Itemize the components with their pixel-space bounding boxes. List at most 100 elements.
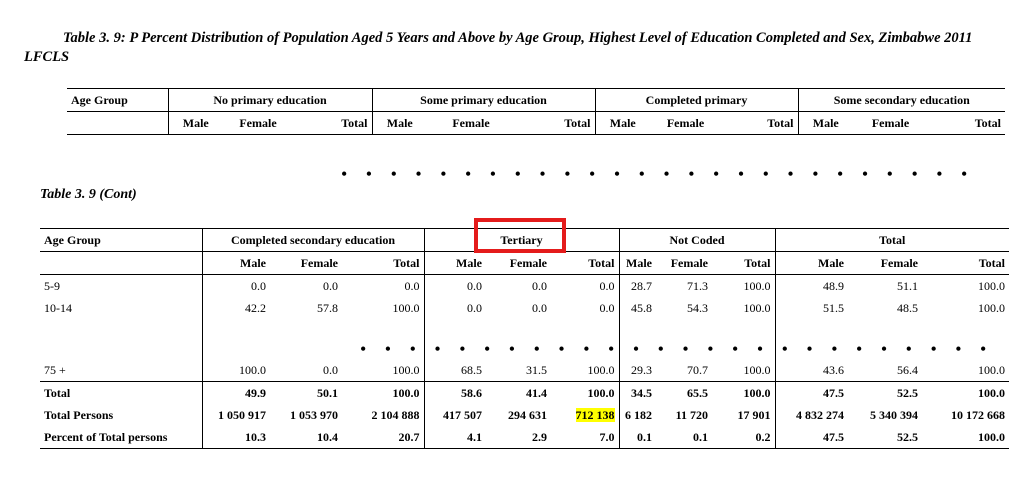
table-cell: 71.3: [687, 278, 708, 293]
table-cell: 49.9: [245, 385, 266, 400]
table-cell: 100.0: [978, 362, 1005, 377]
table-row: 75 + 100.0 0.0 100.0 68.5 31.5 100.0 29.3 70.7 10…: [40, 359, 1009, 382]
table-cell: 100.0: [342, 297, 425, 319]
table-cell: 17 901: [712, 404, 776, 426]
table1-sub-header: Female: [239, 115, 277, 130]
table2-sub-header: Total: [342, 251, 425, 275]
table2-sub-header: Male: [456, 255, 482, 270]
table-cell: 0.0: [532, 300, 547, 315]
table-cell: 100.0: [978, 429, 1005, 444]
table-cell: 29.3: [631, 362, 652, 377]
table-cell: 100.0: [239, 362, 266, 377]
table-cell: 100.0: [978, 278, 1005, 293]
table-continuation-title: Table 3. 9 (Cont): [40, 187, 137, 202]
table-cell: 7.0: [551, 426, 620, 449]
table-cell: 0.0: [532, 278, 547, 293]
table-cell: 10 172 668: [951, 407, 1005, 422]
row-label: Total: [40, 381, 203, 404]
table2-group-header: Completed secondary education: [202, 228, 425, 252]
ellipsis-dots-1: • • • • • • • • • • • • • • • • • • • • …: [341, 164, 975, 184]
table2-sub-header: Female: [670, 255, 708, 270]
table2-group-header: Not Coded: [619, 228, 776, 252]
table-cell: 100.0: [551, 359, 620, 382]
table-cell: 43.6: [823, 362, 844, 377]
table-cell: 20.7: [342, 426, 425, 449]
table-cell: 0.1: [693, 429, 708, 444]
table-cell: 28.7: [631, 278, 652, 293]
table-cell: 50.1: [317, 385, 338, 400]
table-cell: 48.9: [823, 278, 844, 293]
table2-sub-header: Male: [240, 255, 266, 270]
table-row: Total Persons 1 050 917 1 053 970 2 104 888…: [40, 404, 1009, 426]
table2-sub-header: Female: [300, 255, 338, 270]
row-label: 10-14: [40, 297, 203, 319]
table-cell: 52.5: [897, 385, 918, 400]
table1-age-group-header: Age Group: [67, 88, 169, 112]
table-cell: 294 631: [508, 407, 547, 422]
highlighted-value: 712 138: [575, 407, 615, 422]
table2-group-header-tertiary: Tertiary: [424, 228, 620, 252]
table-cell: 56.4: [897, 362, 918, 377]
table-cell: 51.5: [823, 300, 844, 315]
table2-sub-header: Male: [626, 255, 652, 270]
table-cell: 31.5: [526, 362, 547, 377]
table-cell: 11 720: [675, 407, 708, 422]
tertiary-annotation-box: [474, 218, 566, 253]
table-cell: 5 340 394: [870, 407, 918, 422]
table-cell: 0.0: [323, 278, 338, 293]
table2-sub-header: Female: [880, 255, 918, 270]
table1-group-header: Some secondary education: [833, 92, 970, 107]
table1-sub-header: Male: [182, 115, 209, 130]
row-label: 5-9: [40, 274, 203, 297]
table1-sub-header: Total: [293, 111, 373, 135]
table2-sub-header: Total: [712, 251, 776, 275]
table2-sub-header: Male: [818, 255, 844, 270]
row-label: Total Persons: [40, 404, 203, 426]
table1-group-header: No primary education: [168, 88, 373, 112]
row-label: 75 +: [40, 359, 203, 382]
table1-sub-header: Male: [812, 115, 839, 130]
table-cell: 47.5: [823, 385, 844, 400]
table-cell: 65.5: [687, 385, 708, 400]
table1-clip: Age Group No primary education Some prim…: [67, 88, 1005, 142]
table-cell: 10.4: [317, 429, 338, 444]
ellipsis-dots-2: • • • • • • • • • • • • • • • • • • • • …: [360, 339, 994, 359]
table-cell: 100.0: [712, 359, 776, 382]
table-cell: 100.0: [712, 297, 776, 319]
table-cell: 0.0: [342, 274, 425, 297]
table-cell: 10.3: [245, 429, 266, 444]
table-cell: 70.7: [687, 362, 708, 377]
table-cell: 0.0: [551, 297, 620, 319]
table-cell: 1 050 917: [218, 407, 266, 422]
table-cell: 100.0: [342, 381, 425, 404]
table-cell: 100.0: [551, 381, 620, 404]
table1-sub-header: Total: [515, 111, 596, 135]
table-cell: 100.0: [342, 359, 425, 382]
table-cell: 0.0: [467, 278, 482, 293]
table-cell: 6 182: [625, 407, 652, 422]
table1-sub-header: Male: [386, 115, 413, 130]
row-label: Percent of Total persons: [40, 426, 203, 449]
table1-sub-header: Total: [974, 115, 1001, 130]
table2-age-group-header: Age Group: [40, 228, 203, 252]
table-row: 10-14 42.2 57.8 100.0 0.0 0.0 0.0 45.8 54.3 100.0…: [40, 297, 1009, 319]
table-cell: 2.9: [532, 429, 547, 444]
table2-sub-header: Female: [509, 255, 547, 270]
table-cell: 54.3: [687, 300, 708, 315]
table-cell: 45.8: [631, 300, 652, 315]
table-cell: 417 507: [443, 407, 482, 422]
table2-group-header: Total: [879, 232, 906, 247]
table-cell: 100.0: [978, 385, 1005, 400]
table-cell: 712 138: [551, 404, 620, 426]
table-cell: 47.5: [823, 429, 844, 444]
table-cell: 0.0: [551, 274, 620, 297]
table-cell: 0.0: [323, 362, 338, 377]
table-row: 5-9 0.0 0.0 0.0 0.0 0.0 0.0 28.7 71.3 100.0 48.9 51…: [40, 274, 1009, 297]
table1: Age Group No primary education Some prim…: [67, 88, 1005, 135]
table-cell: 48.5: [897, 300, 918, 315]
table-cell: 0.0: [251, 278, 266, 293]
table-cell: 4.1: [467, 429, 482, 444]
table-cell: 1 053 970: [290, 407, 338, 422]
table1-group-header: Completed primary: [595, 88, 799, 112]
table1-group-header: Some primary education: [372, 88, 596, 112]
